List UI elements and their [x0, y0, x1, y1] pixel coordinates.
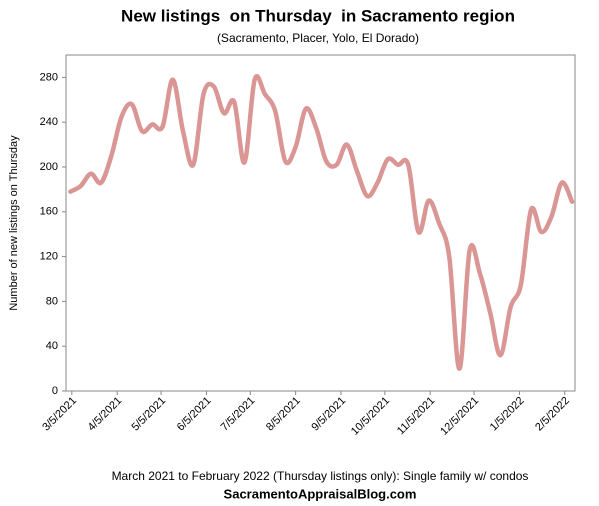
x-tick-label: 11/5/2021	[395, 395, 438, 438]
plot-frame	[65, 54, 576, 392]
y-axis-label: Number of new listings on Thursday	[8, 135, 20, 311]
y-tick-label: 40	[46, 340, 58, 352]
y-tick-label: 160	[40, 206, 58, 218]
x-tick-label: 9/5/2021	[309, 395, 348, 434]
footer: March 2021 to February 2022 (Thursday li…	[112, 469, 529, 483]
y-tick-label: 280	[40, 71, 58, 83]
x-tick-label: 10/5/2021	[349, 395, 392, 438]
x-tick-label: 2/5/2022	[533, 395, 572, 434]
chart-subtitle: (Sacramento, Placer, Yolo, El Dorado)	[217, 31, 419, 45]
series-line	[68, 74, 575, 371]
chart-title: New listings on Thursday in Sacramento r…	[121, 6, 515, 25]
x-tick-label: 1/5/2022	[488, 395, 527, 434]
x-tick-label: 4/5/2021	[86, 395, 125, 434]
y-tick-label: 240	[40, 116, 58, 128]
y-tick-label: 80	[46, 295, 58, 307]
x-tick-label: 7/5/2021	[219, 395, 258, 434]
x-tick-label: 8/5/2021	[264, 395, 303, 434]
y-tick-label: 200	[40, 161, 58, 173]
y-tick-label: 120	[40, 251, 58, 263]
x-tick-label: 12/5/2021	[438, 395, 481, 438]
y-tick-label: 0	[52, 385, 58, 397]
x-tick-label: 3/5/2021	[40, 395, 79, 434]
x-tick-label: 5/5/2021	[129, 395, 168, 434]
source: SacramentoAppraisalBlog.com	[224, 486, 417, 501]
x-tick-label: 6/5/2021	[175, 395, 214, 434]
